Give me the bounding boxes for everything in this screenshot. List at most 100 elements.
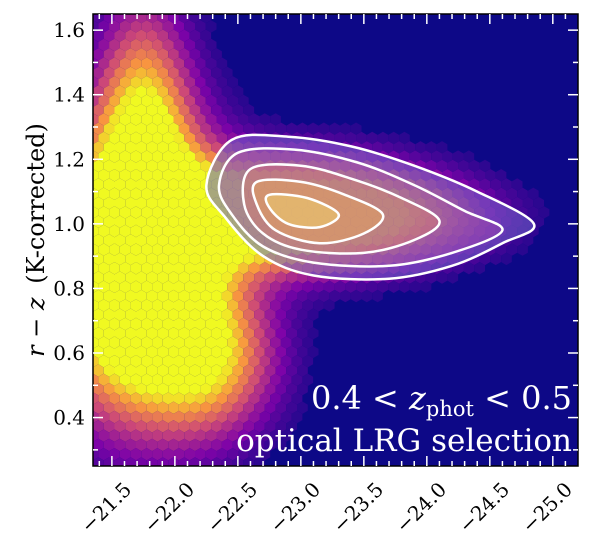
hexbin-cell bbox=[173, 243, 185, 256]
hexbin-cell bbox=[189, 14, 201, 24]
hexbin-cell bbox=[184, 392, 195, 405]
hexbin-cell bbox=[195, 76, 206, 89]
hexbin-cell bbox=[350, 122, 362, 135]
hexbin-cell bbox=[297, 401, 308, 414]
hexbin-cell bbox=[98, 94, 110, 107]
hexbin-cell bbox=[291, 317, 303, 331]
hexbin-cell bbox=[103, 178, 115, 191]
hexbin-cell bbox=[157, 327, 169, 340]
hexbin-cell bbox=[506, 243, 518, 256]
hexbin-cell bbox=[280, 410, 292, 424]
hexbin-cell bbox=[162, 243, 174, 256]
hexbin-cell bbox=[254, 345, 265, 359]
hexbin-cell bbox=[243, 438, 255, 452]
hexbin-cell bbox=[184, 38, 195, 52]
hexbin-cell bbox=[178, 103, 190, 117]
hexbin-cell bbox=[173, 448, 185, 461]
hexbin-cell bbox=[318, 122, 330, 135]
hexbin-cell bbox=[238, 94, 249, 107]
hexbin-cell bbox=[264, 401, 276, 414]
hexbin-cell bbox=[119, 429, 131, 442]
hexbin-cell bbox=[297, 308, 308, 321]
hexbin-cell bbox=[168, 308, 179, 321]
hexbin-cell bbox=[168, 159, 179, 173]
hexbin-cell bbox=[205, 113, 217, 126]
hexbin-cell bbox=[189, 66, 201, 80]
hexbin-cell bbox=[527, 206, 539, 219]
hexbin-cell bbox=[463, 169, 475, 182]
hexbin-cell bbox=[280, 280, 292, 293]
hexbin-cell bbox=[302, 373, 314, 386]
hexbin-cell bbox=[109, 355, 120, 368]
hexbin-cell bbox=[98, 317, 110, 331]
hexbin-cell bbox=[232, 122, 244, 135]
hexbin-cell bbox=[103, 327, 115, 340]
hexbin-cell bbox=[522, 234, 534, 247]
hexbin-cell bbox=[152, 38, 163, 52]
hexbin-cell bbox=[109, 113, 120, 126]
hexbin-cell bbox=[195, 280, 206, 293]
hexbin-cell bbox=[270, 317, 281, 331]
hexbin-cell bbox=[495, 169, 507, 182]
hexbin-cell bbox=[205, 206, 217, 219]
hexbin-cell bbox=[152, 94, 163, 107]
hexbin-cell bbox=[221, 85, 233, 98]
hexbin-cell bbox=[125, 48, 136, 61]
hexbin-cell bbox=[377, 280, 389, 293]
hexbin-cell bbox=[286, 364, 297, 377]
hexbin-cell bbox=[157, 382, 169, 396]
hexbin-cell bbox=[329, 122, 340, 135]
hexbin-cell bbox=[109, 187, 120, 200]
hexbin-cell bbox=[162, 355, 174, 368]
contour-layer bbox=[205, 133, 536, 281]
hexbin-cell bbox=[109, 243, 120, 256]
hexbin-cell bbox=[522, 196, 534, 210]
hexbin-cell bbox=[216, 280, 228, 293]
hexbin-cell bbox=[130, 355, 142, 368]
hexbin-cell bbox=[184, 20, 195, 33]
hexbin-cell bbox=[109, 94, 120, 107]
hexbin-cell bbox=[259, 280, 271, 293]
hexbin-cell bbox=[77, 374, 88, 386]
hexbin-cell bbox=[152, 2, 163, 14]
hexbin-cell bbox=[436, 141, 448, 154]
hexbin-cell bbox=[221, 66, 233, 80]
hexbin-cell bbox=[77, 188, 88, 200]
hexbin-cell bbox=[173, 38, 185, 52]
hexbin-cell bbox=[340, 289, 351, 303]
hexbin-cell bbox=[195, 187, 206, 200]
hexbin-cell bbox=[103, 234, 115, 247]
hexbin-cell bbox=[162, 373, 174, 386]
hexbin-cell bbox=[119, 224, 131, 238]
hexbin-cell bbox=[399, 150, 410, 163]
hexbin-cell bbox=[178, 178, 190, 191]
hexbin-cell bbox=[243, 364, 255, 377]
hexbin-cell bbox=[254, 308, 265, 321]
hexbin-cell bbox=[463, 150, 475, 163]
hexbin-cell bbox=[286, 122, 297, 135]
hexbin-cell bbox=[157, 438, 169, 452]
hexbin-cell bbox=[184, 280, 195, 293]
hexbin-cell bbox=[184, 76, 195, 89]
hexbin-cell bbox=[243, 457, 255, 466]
hexbin-cell bbox=[119, 169, 131, 182]
hexbin-cell bbox=[162, 131, 174, 145]
hexbin-cell bbox=[109, 336, 120, 349]
hexbin-cell bbox=[146, 66, 158, 80]
hexbin-cell bbox=[168, 382, 179, 396]
contour-level-1 bbox=[205, 133, 536, 281]
hexbin-cell bbox=[248, 113, 260, 126]
hexbin-cell bbox=[189, 29, 201, 42]
hexbin-cell bbox=[243, 401, 255, 414]
hexbin-cell bbox=[109, 206, 120, 219]
hexbin-cell bbox=[119, 113, 131, 126]
hexbin-cell bbox=[136, 289, 147, 303]
hexbin-cell bbox=[264, 289, 276, 303]
hexbin-cell bbox=[114, 308, 126, 321]
hexbin-cell bbox=[93, 187, 99, 200]
hexbin-cell bbox=[168, 345, 179, 359]
hexbin-cell bbox=[146, 159, 158, 173]
hexbin-cell bbox=[334, 131, 346, 145]
hexbin-cell bbox=[216, 76, 228, 89]
hexbin-cell bbox=[98, 262, 110, 275]
